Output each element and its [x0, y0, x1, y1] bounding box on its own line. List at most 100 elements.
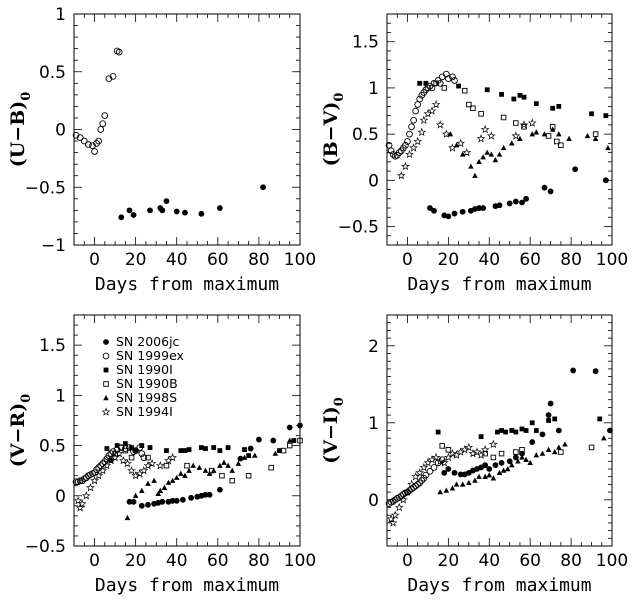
- data-point: [445, 447, 452, 453]
- data-point: [168, 453, 178, 462]
- y-tick-label: 0: [368, 171, 379, 191]
- data-point: [476, 473, 482, 479]
- data-point: [601, 435, 607, 441]
- data-point: [529, 420, 535, 426]
- data-point: [515, 458, 521, 464]
- data-point: [517, 92, 523, 98]
- series-sn-1998s: [124, 437, 293, 521]
- data-point: [95, 464, 103, 472]
- data-point: [147, 445, 153, 450]
- data-point: [145, 480, 151, 486]
- data-point: [73, 496, 83, 505]
- data-point: [75, 503, 85, 512]
- data-point: [387, 147, 395, 155]
- series-sn-1999ex: [385, 456, 446, 508]
- data-point: [511, 96, 517, 102]
- data-point: [268, 464, 274, 471]
- y-tick-label: 0.5: [39, 63, 66, 83]
- y-axis-label-main: (V−R): [7, 403, 29, 467]
- data-point: [513, 120, 519, 126]
- data-point: [433, 80, 439, 87]
- data-point: [592, 131, 599, 137]
- data-point: [419, 462, 429, 472]
- data-point: [123, 459, 132, 468]
- data-point: [139, 487, 145, 493]
- data-point: [398, 495, 408, 504]
- data-point: [122, 441, 128, 446]
- data-point: [500, 144, 507, 151]
- data-point: [592, 135, 599, 141]
- data-point: [513, 449, 519, 455]
- data-point: [499, 428, 504, 433]
- data-point: [409, 143, 418, 152]
- data-point: [523, 195, 529, 202]
- x-tick-label: 60: [519, 250, 541, 270]
- legend-label: SN 2006jc: [116, 334, 180, 349]
- series-sn-1994i: [386, 439, 498, 527]
- data-point: [519, 120, 529, 129]
- data-point: [589, 111, 594, 117]
- data-point: [441, 129, 451, 138]
- data-point: [114, 443, 120, 448]
- data-point: [203, 446, 208, 451]
- series-sn-1990i: [435, 416, 603, 440]
- data-point: [478, 111, 484, 117]
- series-sn-1994i: [73, 448, 178, 512]
- data-point: [562, 441, 568, 447]
- data-point: [127, 466, 136, 475]
- data-point: [476, 205, 482, 211]
- data-point: [438, 73, 446, 81]
- data-point: [456, 138, 466, 148]
- data-point: [182, 209, 188, 216]
- data-point: [533, 452, 540, 458]
- data-point: [408, 123, 415, 131]
- data-point: [556, 444, 562, 450]
- data-point: [461, 87, 468, 94]
- data-point: [277, 448, 282, 453]
- y-tick-label: 1.5: [39, 336, 66, 356]
- data-point: [139, 466, 149, 475]
- data-point: [500, 114, 507, 121]
- y-tick-label: −0.5: [25, 178, 66, 198]
- data-point: [179, 496, 186, 503]
- data-point: [519, 426, 525, 432]
- data-point: [441, 85, 448, 91]
- data-point: [472, 172, 478, 178]
- data-point: [422, 471, 430, 479]
- series-sn-1990i: [417, 80, 609, 119]
- data-point: [97, 126, 105, 133]
- data-point: [196, 464, 203, 470]
- data-point: [216, 205, 223, 211]
- data-point: [509, 428, 515, 433]
- data-point: [178, 470, 184, 476]
- series-sn-1990i: [104, 438, 297, 464]
- data-point: [182, 472, 188, 478]
- data-point: [447, 131, 454, 137]
- data-point: [527, 118, 537, 127]
- data-point: [126, 498, 133, 505]
- y-tick-label: −1: [41, 236, 66, 256]
- data-point: [163, 462, 170, 469]
- y-tick-label: 1: [368, 79, 379, 99]
- data-point: [603, 113, 609, 119]
- data-point: [138, 450, 146, 457]
- data-point: [198, 210, 205, 217]
- x-tick-label: 60: [207, 250, 229, 270]
- data-point: [93, 140, 100, 147]
- data-point: [221, 459, 227, 465]
- data-point: [492, 462, 499, 469]
- data-point: [188, 494, 195, 501]
- data-point: [245, 472, 252, 479]
- data-point: [77, 499, 87, 508]
- data-point: [133, 448, 139, 453]
- data-point: [605, 144, 611, 151]
- data-point: [159, 498, 166, 505]
- data-point: [533, 101, 539, 107]
- data-point: [602, 177, 609, 184]
- data-point: [506, 200, 513, 207]
- x-tick-label: 40: [166, 551, 188, 571]
- data-point: [566, 135, 572, 141]
- data-point: [498, 459, 505, 466]
- data-point: [448, 143, 457, 152]
